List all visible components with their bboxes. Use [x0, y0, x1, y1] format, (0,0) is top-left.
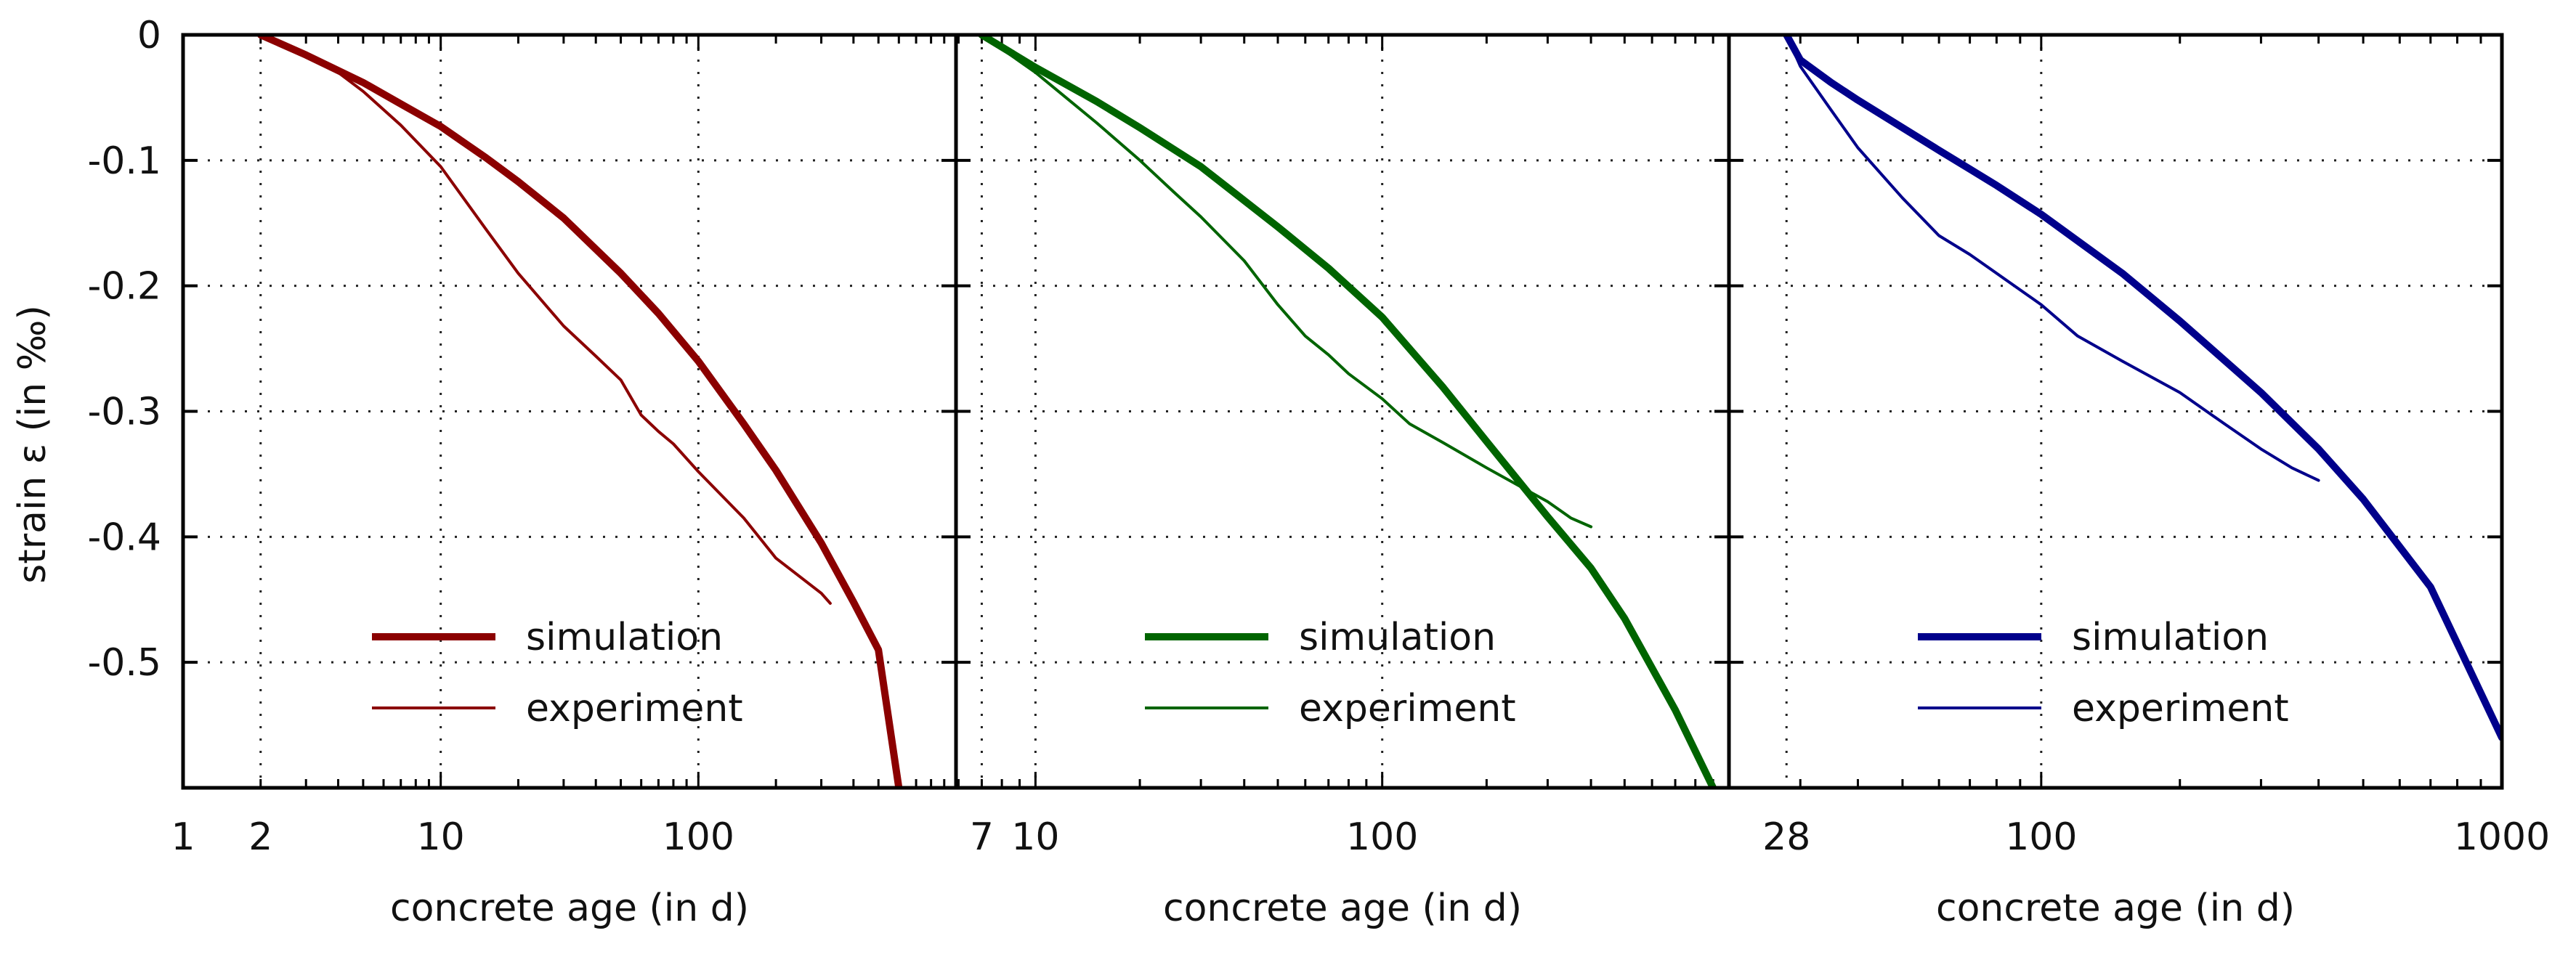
y-tick-label: -0.4: [88, 516, 161, 559]
legend-simulation-label: simulation: [2072, 616, 2269, 659]
x-axis-label: concrete age (in d): [390, 887, 749, 930]
panel-frame: [181, 33, 958, 790]
y-tick-label: 0: [137, 14, 161, 57]
x-tick-label: 10: [417, 815, 465, 859]
simulation-line: [978, 35, 1717, 788]
y-tick-label: -0.3: [88, 391, 161, 434]
x-axis-label: concrete age (in d): [1936, 887, 2295, 930]
x-tick-label: 1: [171, 815, 195, 859]
x-axis-label: concrete age (in d): [1163, 887, 1522, 930]
x-tick-label: 7: [970, 815, 994, 859]
x-tick-label: 10: [1011, 815, 1059, 859]
legend-simulation-label: simulation: [526, 616, 723, 659]
y-tick-label: -0.2: [88, 265, 161, 309]
legend: simulation experiment: [1145, 616, 1516, 730]
legend-experiment-label: experiment: [1299, 687, 1516, 730]
legend-experiment-label: experiment: [2072, 687, 2289, 730]
panel-frame: [954, 33, 1731, 790]
experiment-line: [980, 35, 1593, 529]
simulation-line: [1783, 35, 2502, 741]
legend: simulation experiment: [1918, 616, 2289, 730]
x-tick-label: 100: [663, 815, 734, 859]
x-tick-label: 1000: [2454, 815, 2550, 859]
simulation-line: [256, 35, 903, 788]
panel-1: 1 2 10 100 concrete age (in d) simulation expe…: [171, 33, 958, 930]
experiment-line: [259, 35, 832, 605]
y-tick-label: -0.5: [88, 641, 161, 685]
y-axis-label-group: strain ε (in ‰): [11, 305, 54, 584]
x-tick-label: 28: [1762, 815, 1810, 859]
y-tick-labels: 0 -0.1 -0.2 -0.3 -0.4 -0.5: [88, 14, 161, 685]
legend-simulation-label: simulation: [1299, 616, 1496, 659]
panel-3: 28 100 1000 concrete age (in d) simulation ex…: [1727, 33, 2550, 930]
x-tick-label: 2: [248, 815, 272, 859]
chart-panels: 1 2 10 100 concrete age (in d) simulation expe…: [171, 33, 2550, 930]
experiment-line: [1785, 35, 2320, 482]
y-axis-label: strain ε (in ‰): [11, 305, 54, 584]
x-tick-label: 100: [1346, 815, 1418, 859]
panel-frame: [1727, 33, 2504, 790]
x-tick-label: 100: [2005, 815, 2077, 859]
legend-experiment-label: experiment: [526, 687, 743, 730]
legend: simulation experiment: [372, 616, 743, 730]
panel-2: 7 10 100 concrete age (in d) simulation exper…: [954, 33, 1731, 930]
y-tick-label: -0.1: [88, 139, 161, 183]
